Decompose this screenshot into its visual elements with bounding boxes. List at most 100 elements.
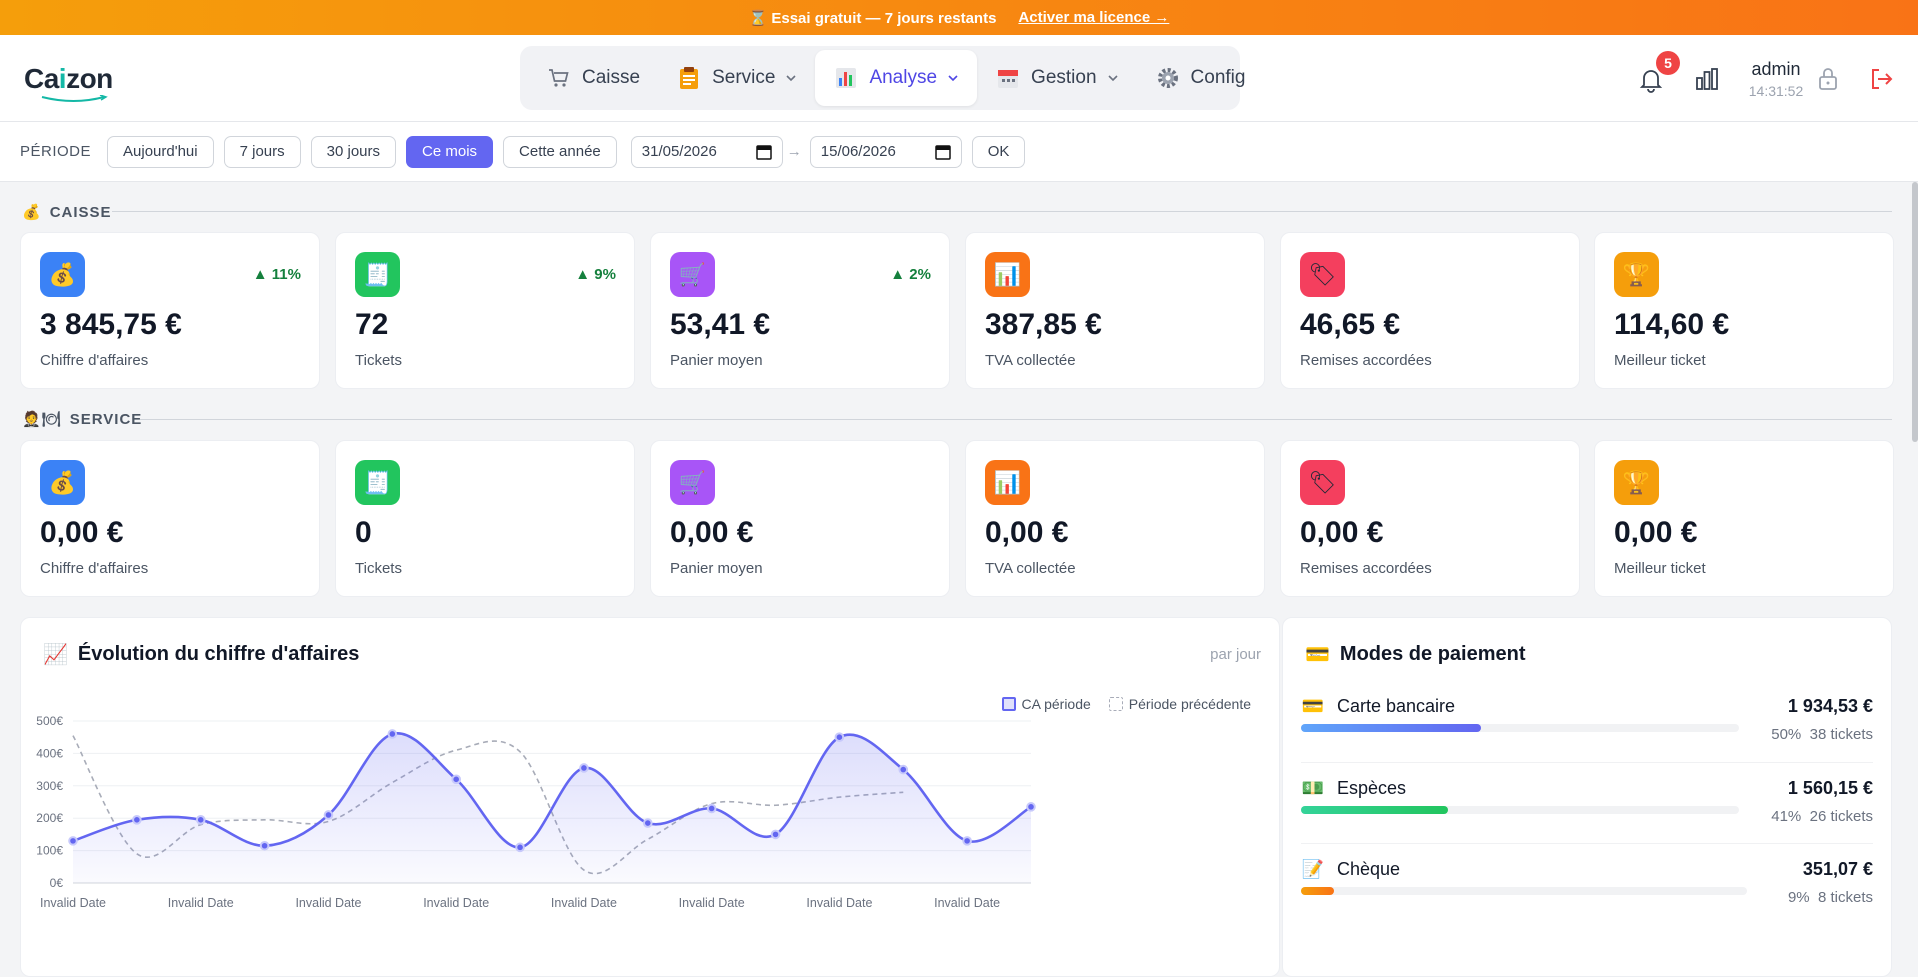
tag-icon: 🏷 xyxy=(1300,460,1345,505)
kpi-card-best-ticket[interactable]: 🏆 114,60 € Meilleur ticket xyxy=(1594,232,1894,389)
logout-icon[interactable] xyxy=(1868,66,1894,92)
money-bag-icon: 💰 xyxy=(22,204,42,221)
kpi-card-discounts[interactable]: 🏷 46,65 € Remises accordées xyxy=(1280,232,1580,389)
section-divider xyxy=(140,419,1892,420)
row-divider xyxy=(1301,762,1873,763)
revenue-line-chart: 0€ 100€ 200€ 300€ 400€ 500€ Invalid Date Invali… xyxy=(36,714,1036,910)
chart-legend: CA période Période précédente xyxy=(1001,696,1251,712)
activate-license-link[interactable]: Activer ma licence → xyxy=(1018,9,1170,26)
payment-name: Espèces xyxy=(1337,778,1407,798)
bar-chart-icon: 📊 xyxy=(985,252,1030,297)
trial-text-wrap: ⌛ Essai gratuit — 7 jours restants xyxy=(749,9,997,27)
kpi-card-tickets[interactable]: 🧾 0 Tickets xyxy=(335,440,635,597)
calendar-icon xyxy=(935,144,951,160)
tag-icon: 🏷 xyxy=(1300,252,1345,297)
kpi-label: Panier moyen xyxy=(670,560,763,577)
kpi-label: Tickets xyxy=(355,560,402,577)
date-range-arrow: → xyxy=(786,143,802,160)
cart-icon: 🛒 xyxy=(670,252,715,297)
x-tick-label: Invalid Date xyxy=(168,896,234,910)
apply-period-button[interactable]: OK xyxy=(971,135,1026,168)
kpi-card-tickets[interactable]: 🧾 ▲ 9% 72 Tickets xyxy=(335,232,635,389)
y-tick-label: 400€ xyxy=(36,746,63,760)
calendar-icon xyxy=(995,65,1021,91)
data-point xyxy=(387,729,398,739)
kpi-card-vat[interactable]: 📊 0,00 € TVA collectée xyxy=(965,440,1265,597)
nav-gestion-label: Gestion xyxy=(1031,67,1097,88)
data-point xyxy=(515,842,525,853)
x-tick-label: Invalid Date xyxy=(679,896,745,910)
revenue-chart-title-text: Évolution du chiffre d'affaires xyxy=(77,643,360,665)
data-point xyxy=(962,836,972,846)
logo[interactable]: Caizon xyxy=(24,63,113,102)
credit-card-icon: 💳 xyxy=(1301,696,1325,716)
money-bag-icon: 💰 xyxy=(40,460,85,505)
date-to-value: 15/06/2026 xyxy=(820,143,896,160)
calendar-icon xyxy=(756,144,772,160)
period-today-button[interactable]: Aujourd'hui xyxy=(107,135,214,168)
kpi-card-revenue[interactable]: 💰 0,00 € Chiffre d'affaires xyxy=(20,440,320,597)
legend-previous[interactable]: Période précédente xyxy=(1128,696,1251,712)
lock-icon[interactable] xyxy=(1816,66,1840,92)
nav-analyse-label: Analyse xyxy=(869,67,938,88)
payment-amount: 1 560,15 € xyxy=(1787,778,1873,798)
kpi-card-discounts[interactable]: 🏷 0,00 € Remises accordées xyxy=(1280,440,1580,597)
date-from-input[interactable]: 31/05/2026 xyxy=(630,135,783,168)
receipt-icon: 🧾 xyxy=(355,460,400,505)
user-name: admin xyxy=(1751,59,1801,79)
payment-meta: 50% 38 tickets xyxy=(1771,726,1873,743)
payment-share-fill xyxy=(1301,887,1334,895)
period-this-month-button[interactable]: Ce mois xyxy=(406,135,494,168)
waiter-icon: 🤵🍽 xyxy=(22,411,62,428)
stats-icon[interactable] xyxy=(1694,66,1720,92)
payment-tickets: 26 tickets xyxy=(1809,808,1873,825)
notification-badge: 5 xyxy=(1656,51,1680,75)
payment-percent: 50% xyxy=(1771,726,1802,743)
kpi-label: Meilleur ticket xyxy=(1614,352,1706,369)
data-point xyxy=(579,763,589,773)
kpi-card-avg-basket[interactable]: 🛒 ▲ 2% 53,41 € Panier moyen xyxy=(650,232,950,389)
nav-service-label: Service xyxy=(712,67,776,88)
bar-chart-icon xyxy=(833,65,859,91)
data-point xyxy=(643,818,653,828)
date-to-input[interactable]: 15/06/2026 xyxy=(809,135,962,168)
section-divider xyxy=(112,211,1892,212)
kpi-value: 0 xyxy=(355,516,372,549)
revenue-chart-panel: 📈 Évolution du chiffre d'affaires par jo… xyxy=(20,617,1280,977)
trophy-icon: 🏆 xyxy=(1614,252,1659,297)
nav-analyse[interactable]: Analyse xyxy=(815,50,978,106)
period-7days-button[interactable]: 7 jours xyxy=(223,135,301,168)
nav-config[interactable]: Config xyxy=(1137,50,1264,106)
y-tick-label: 100€ xyxy=(36,844,63,858)
y-tick-label: 200€ xyxy=(36,811,63,825)
page-scrollbar[interactable] xyxy=(1912,182,1918,442)
kpi-label: Chiffre d'affaires xyxy=(40,352,149,369)
data-point xyxy=(898,764,909,775)
money-bag-icon: 💰 xyxy=(40,252,85,297)
trend-indicator: ▲ 2% xyxy=(890,266,931,283)
nav-caisse[interactable]: Caisse xyxy=(528,50,658,106)
payment-amount: 1 934,53 € xyxy=(1787,696,1873,716)
trophy-icon: 🏆 xyxy=(1614,460,1659,505)
kpi-card-revenue[interactable]: 💰 ▲ 11% 3 845,75 € Chiffre d'affaires xyxy=(20,232,320,389)
legend-current[interactable]: CA période xyxy=(1021,696,1091,712)
logo-swoosh-icon xyxy=(41,95,108,102)
period-filter-bar: PÉRIODE Aujourd'hui 7 jours 30 jours Ce … xyxy=(0,122,1918,182)
section-caisse-label: CAISSE xyxy=(49,203,112,221)
period-30days-button[interactable]: 30 jours xyxy=(310,135,397,168)
kpi-card-best-ticket[interactable]: 🏆 0,00 € Meilleur ticket xyxy=(1594,440,1894,597)
period-this-year-button[interactable]: Cette année xyxy=(503,135,617,168)
kpi-card-vat[interactable]: 📊 387,85 € TVA collectée xyxy=(965,232,1265,389)
row-divider xyxy=(1301,843,1873,844)
kpi-card-avg-basket[interactable]: 🛒 0,00 € Panier moyen xyxy=(650,440,950,597)
kpi-label: Remises accordées xyxy=(1300,352,1432,369)
bell-icon[interactable] xyxy=(1638,67,1664,93)
data-point xyxy=(259,840,270,851)
x-tick-label: Invalid Date xyxy=(40,896,106,910)
nav-gestion[interactable]: Gestion xyxy=(977,50,1136,106)
nav-service[interactable]: Service xyxy=(658,50,815,106)
data-point xyxy=(132,815,142,825)
y-tick-label: 500€ xyxy=(36,714,63,728)
chart-granularity[interactable]: par jour xyxy=(1210,646,1261,663)
data-point xyxy=(770,829,781,840)
